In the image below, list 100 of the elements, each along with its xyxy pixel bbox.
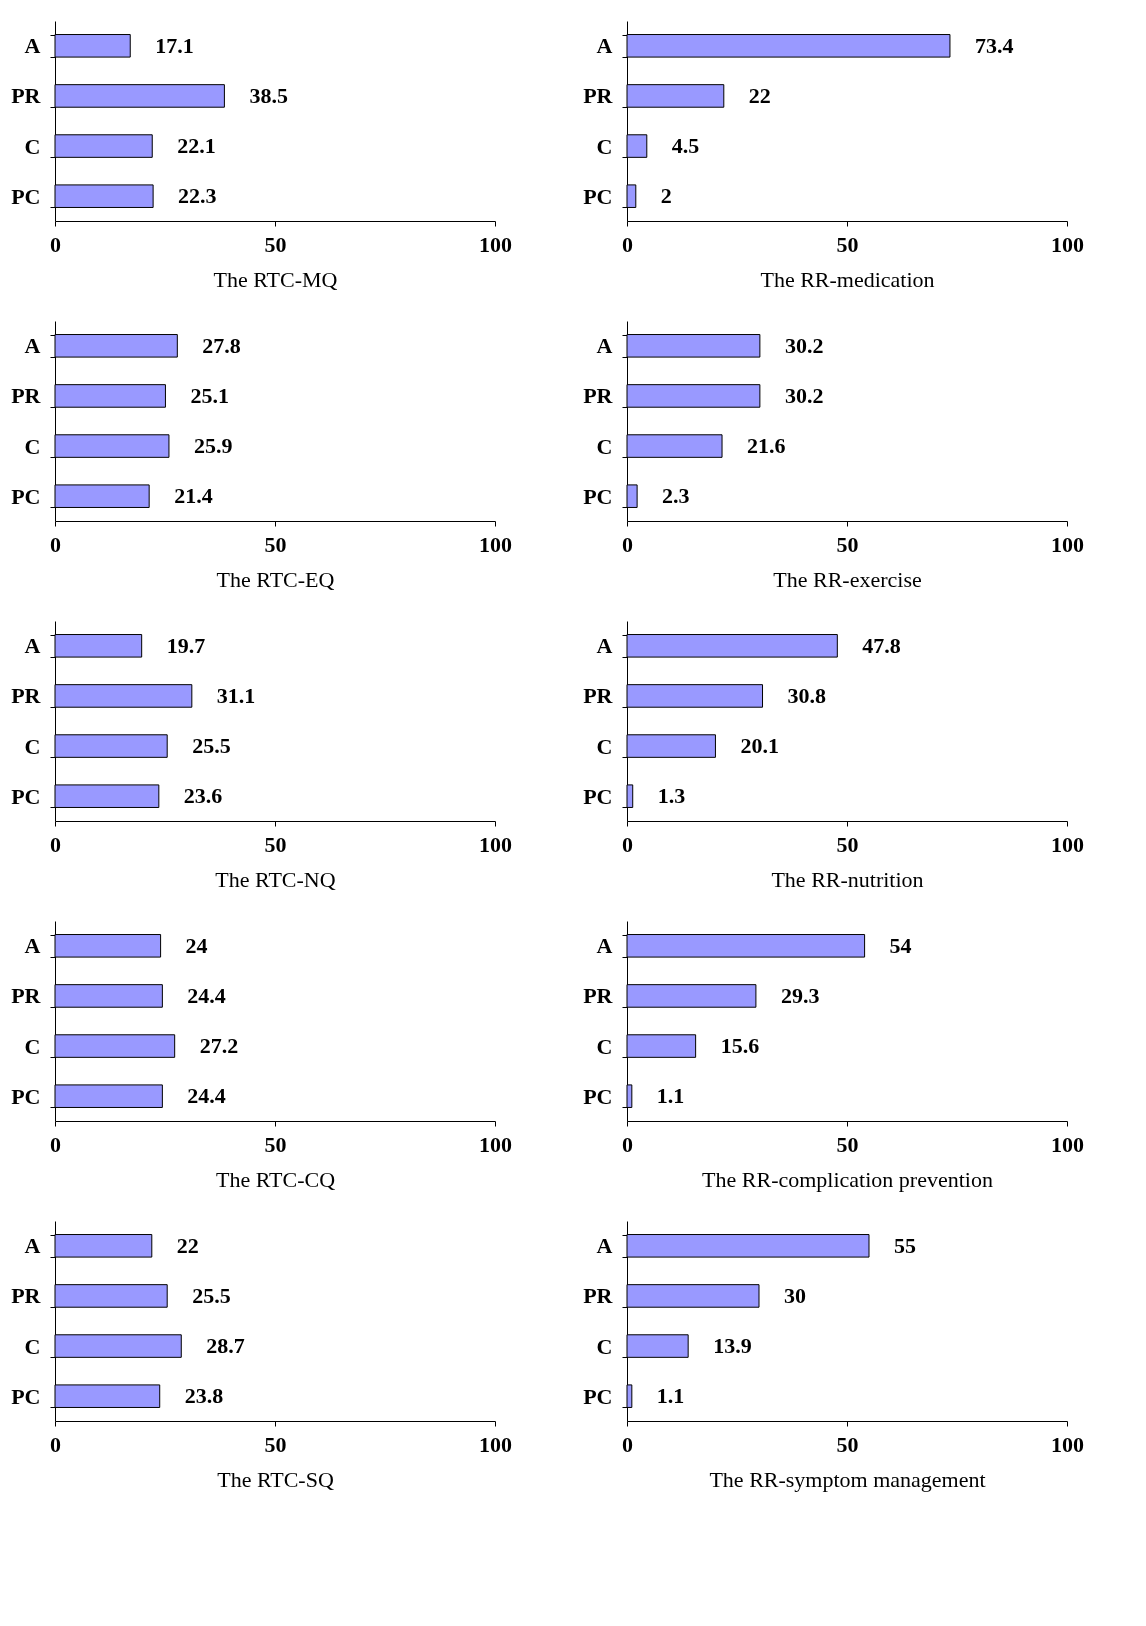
data-label: 1.1 xyxy=(656,1383,685,1409)
y-tick-label: PR xyxy=(583,83,614,109)
x-tick-label: 50 xyxy=(836,831,859,857)
y-tick-label: PC xyxy=(11,483,41,509)
y-tick-label: C xyxy=(24,433,41,459)
y-tick-label: C xyxy=(596,1333,613,1359)
y-tick-label: PR xyxy=(583,383,614,409)
x-tick-label: 0 xyxy=(622,1431,633,1457)
y-tick-label: PC xyxy=(11,1083,41,1109)
y-tick-label: PR xyxy=(583,1283,614,1309)
y-tick-label: PC xyxy=(583,1383,613,1409)
y-tick-label: A xyxy=(596,633,613,659)
x-tick-label: 100 xyxy=(479,1431,512,1457)
y-tick-label: PR xyxy=(11,983,42,1009)
x-axis-title: The RR-exercise xyxy=(773,566,922,592)
x-tick-label: 0 xyxy=(50,531,61,557)
x-tick-label: 0 xyxy=(50,231,61,257)
data-label: 20.1 xyxy=(740,733,779,759)
x-tick-label: 0 xyxy=(50,831,61,857)
y-tick-label: C xyxy=(24,1033,41,1059)
data-label: 2.3 xyxy=(662,483,690,509)
data-label: 25.9 xyxy=(193,433,233,459)
x-tick-label: 50 xyxy=(264,831,287,857)
x-tick-label: 0 xyxy=(50,1131,61,1157)
x-axis-title: The RR-nutrition xyxy=(771,866,924,892)
y-tick-label: PC xyxy=(11,1383,41,1409)
y-tick-label: A xyxy=(596,33,613,59)
data-label: 30.8 xyxy=(787,682,827,708)
y-tick-label: A xyxy=(24,633,41,659)
x-axis-title: The RR-medication xyxy=(760,266,935,292)
data-label: 21.6 xyxy=(747,433,786,459)
y-tick-label: PC xyxy=(11,783,41,809)
y-tick-label: C xyxy=(596,733,613,759)
y-tick-label: A xyxy=(596,1233,613,1259)
data-label: 25.1 xyxy=(190,382,229,408)
data-label: 1.1 xyxy=(656,1083,685,1109)
x-tick-label: 0 xyxy=(622,531,633,557)
data-label: 27.2 xyxy=(199,1033,239,1059)
y-tick-label: PR xyxy=(11,1283,42,1309)
data-label: 30 xyxy=(784,1282,806,1308)
y-tick-label: C xyxy=(596,433,613,459)
x-axis-title: The RR-complication prevention xyxy=(702,1166,993,1192)
data-label: 25.5 xyxy=(192,1282,231,1308)
y-tick-label: PR xyxy=(11,683,42,709)
x-tick-label: 50 xyxy=(836,531,859,557)
data-label: 38.5 xyxy=(249,82,288,108)
x-tick-label: 50 xyxy=(264,531,287,557)
y-tick-label: A xyxy=(596,933,613,959)
x-tick-label: 50 xyxy=(264,1431,287,1457)
data-label: 28.7 xyxy=(206,1333,245,1359)
y-tick-label: PC xyxy=(11,183,41,209)
x-axis-title: The RTC-NQ xyxy=(215,866,336,892)
x-axis-title: The RTC-SQ xyxy=(217,1466,334,1492)
x-tick-label: 50 xyxy=(264,1131,287,1157)
data-label: 24.4 xyxy=(187,1083,226,1109)
data-label: 2 xyxy=(660,183,672,209)
x-tick-label: 100 xyxy=(1051,531,1084,557)
y-tick-label: PR xyxy=(11,383,42,409)
data-label: 73.4 xyxy=(974,32,1014,58)
data-label: 29.3 xyxy=(780,982,820,1008)
data-label: 22 xyxy=(176,1232,199,1258)
data-label: 13.9 xyxy=(713,1333,752,1359)
x-axis-title: The RTC-EQ xyxy=(216,566,335,592)
x-tick-label: 0 xyxy=(622,831,633,857)
x-tick-label: 0 xyxy=(622,1131,633,1157)
data-label: 47.8 xyxy=(862,632,901,658)
data-label: 25.5 xyxy=(192,733,231,759)
data-label: 27.8 xyxy=(202,332,241,358)
y-tick-label: PC xyxy=(583,183,613,209)
x-tick-label: 100 xyxy=(479,531,512,557)
x-tick-label: 100 xyxy=(479,831,512,857)
data-label: 54 xyxy=(889,932,912,958)
x-axis-title: The RR-symptom management xyxy=(709,1466,986,1492)
x-tick-label: 0 xyxy=(622,231,633,257)
y-tick-label: A xyxy=(24,333,41,359)
y-tick-label: A xyxy=(24,933,41,959)
x-tick-label: 100 xyxy=(1051,831,1084,857)
y-tick-label: PC xyxy=(583,1083,613,1109)
x-tick-label: 100 xyxy=(479,1131,512,1157)
y-tick-label: C xyxy=(596,133,613,159)
x-tick-label: 50 xyxy=(264,231,287,257)
data-label: 22.3 xyxy=(178,183,217,209)
x-tick-label: 50 xyxy=(836,1131,859,1157)
y-tick-label: PR xyxy=(583,983,614,1009)
data-label: 31.1 xyxy=(216,682,256,708)
data-label: 17.1 xyxy=(155,32,194,58)
y-tick-label: A xyxy=(24,33,41,59)
data-label: 1.3 xyxy=(657,783,686,809)
y-tick-label: C xyxy=(24,133,41,159)
data-label: 22 xyxy=(748,82,771,108)
data-label: 4.5 xyxy=(671,133,700,159)
data-label: 55 xyxy=(894,1232,916,1258)
data-label: 23.6 xyxy=(183,783,223,809)
y-tick-label: PC xyxy=(583,483,613,509)
data-label: 24 xyxy=(185,932,208,958)
y-tick-label: C xyxy=(596,1033,613,1059)
data-label: 22.1 xyxy=(177,133,216,159)
data-label: 24.4 xyxy=(187,982,226,1008)
x-tick-label: 100 xyxy=(1051,231,1084,257)
y-tick-label: A xyxy=(24,1233,41,1259)
